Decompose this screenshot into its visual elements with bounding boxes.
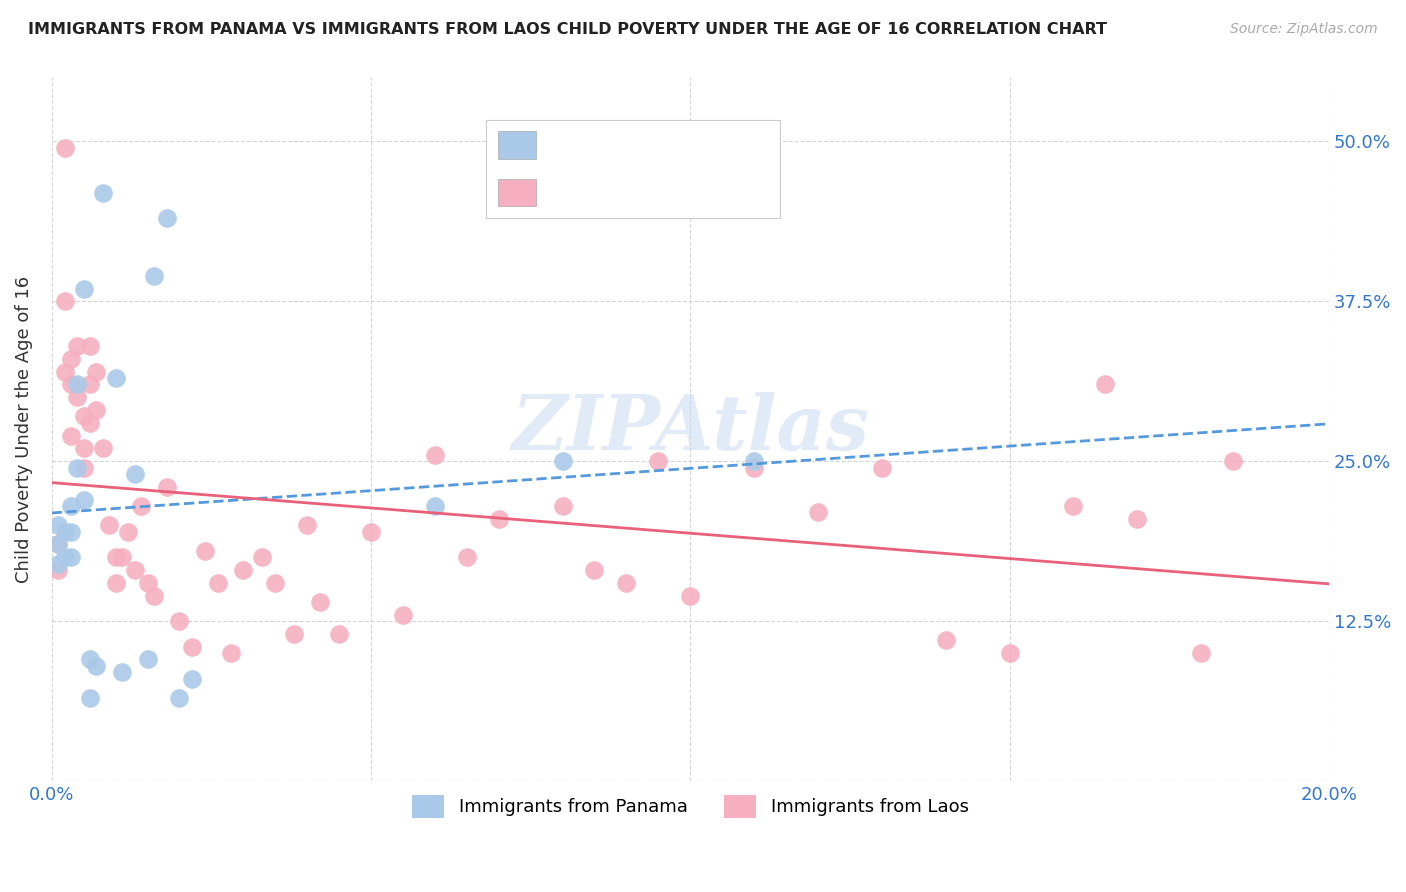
Point	[79, 416, 101, 430]
Point	[46, 537, 69, 551]
Point	[53, 550, 76, 565]
Point	[1062, 499, 1084, 513]
Point	[117, 524, 139, 539]
Point	[807, 505, 830, 519]
Point	[104, 575, 127, 590]
Point	[86, 658, 108, 673]
Point	[136, 652, 159, 666]
Point	[360, 524, 382, 539]
Text: Source: ZipAtlas.com: Source: ZipAtlas.com	[1230, 22, 1378, 37]
Point	[742, 460, 765, 475]
Point	[252, 550, 274, 565]
Point	[456, 550, 478, 565]
Point	[79, 339, 101, 353]
Y-axis label: Child Poverty Under the Age of 16: Child Poverty Under the Age of 16	[15, 276, 32, 582]
Point	[616, 575, 638, 590]
Point	[53, 294, 76, 309]
Point	[935, 633, 957, 648]
Point	[59, 351, 82, 366]
Point	[1189, 646, 1212, 660]
Point	[295, 518, 318, 533]
Point	[219, 646, 242, 660]
Point	[742, 454, 765, 468]
Point	[283, 627, 305, 641]
Point	[169, 614, 191, 628]
Legend: Immigrants from Panama, Immigrants from Laos: Immigrants from Panama, Immigrants from …	[405, 789, 976, 825]
Point	[129, 499, 152, 513]
Point	[73, 442, 96, 456]
Point	[53, 365, 76, 379]
Point	[1222, 454, 1244, 468]
Point	[79, 652, 101, 666]
Text: IMMIGRANTS FROM PANAMA VS IMMIGRANTS FROM LAOS CHILD POVERTY UNDER THE AGE OF 16: IMMIGRANTS FROM PANAMA VS IMMIGRANTS FRO…	[28, 22, 1107, 37]
Point	[59, 499, 82, 513]
Point	[98, 518, 121, 533]
Point	[232, 563, 254, 577]
Point	[86, 365, 108, 379]
Point	[124, 563, 146, 577]
Point	[156, 480, 179, 494]
Point	[142, 589, 165, 603]
Point	[181, 672, 204, 686]
Point	[207, 575, 229, 590]
Point	[73, 460, 96, 475]
Point	[73, 492, 96, 507]
Point	[647, 454, 669, 468]
Point	[1094, 377, 1116, 392]
Point	[104, 371, 127, 385]
Point	[392, 607, 415, 622]
Point	[194, 543, 217, 558]
Point	[59, 377, 82, 392]
Point	[91, 442, 114, 456]
Point	[142, 268, 165, 283]
Point	[73, 281, 96, 295]
Point	[156, 211, 179, 226]
Point	[86, 403, 108, 417]
Point	[111, 550, 134, 565]
Point	[423, 448, 446, 462]
Text: ZIPAtlas: ZIPAtlas	[512, 392, 869, 467]
Point	[66, 390, 89, 404]
Point	[328, 627, 350, 641]
Point	[679, 589, 702, 603]
Point	[488, 512, 510, 526]
Point	[66, 339, 89, 353]
Point	[59, 428, 82, 442]
Point	[169, 690, 191, 705]
Point	[79, 377, 101, 392]
Point	[104, 550, 127, 565]
Point	[46, 557, 69, 571]
Point	[111, 665, 134, 680]
Point	[998, 646, 1021, 660]
Point	[583, 563, 606, 577]
Point	[551, 499, 574, 513]
Point	[309, 595, 332, 609]
Point	[136, 575, 159, 590]
Point	[53, 141, 76, 155]
Point	[66, 377, 89, 392]
Point	[46, 537, 69, 551]
Point	[66, 460, 89, 475]
Point	[870, 460, 893, 475]
Point	[59, 524, 82, 539]
Point	[79, 690, 101, 705]
Point	[91, 186, 114, 200]
Point	[46, 563, 69, 577]
Point	[264, 575, 287, 590]
Point	[53, 524, 76, 539]
Point	[46, 518, 69, 533]
Point	[551, 454, 574, 468]
Point	[181, 640, 204, 654]
Point	[1126, 512, 1149, 526]
Point	[59, 550, 82, 565]
Point	[423, 499, 446, 513]
Point	[73, 409, 96, 424]
Point	[124, 467, 146, 481]
